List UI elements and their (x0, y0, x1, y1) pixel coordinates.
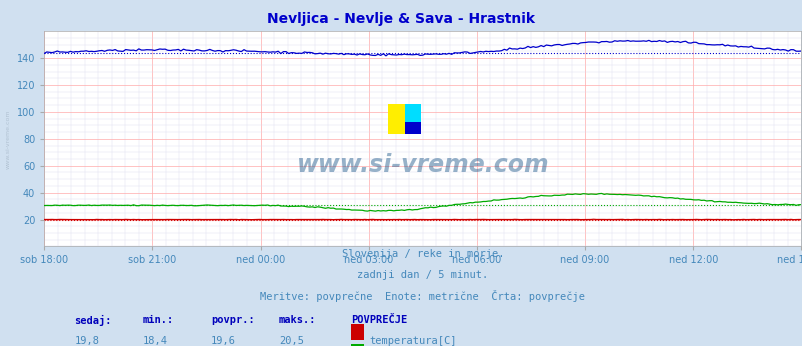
Bar (404, 122, 421, 135)
Text: temperatura[C]: temperatura[C] (369, 336, 456, 346)
Text: min.:: min.: (143, 315, 174, 325)
Text: 20,5: 20,5 (278, 336, 303, 346)
Text: zadnji dan / 5 minut.: zadnji dan / 5 minut. (357, 270, 488, 280)
Bar (350, 324, 364, 340)
Text: www.si-vreme.com: www.si-vreme.com (6, 109, 10, 169)
Text: sedaj:: sedaj: (75, 315, 111, 326)
Bar (404, 104, 421, 122)
Text: Slovenija / reke in morje.: Slovenija / reke in morje. (341, 249, 504, 260)
Text: POVPREČJE: POVPREČJE (350, 315, 407, 325)
Bar (350, 344, 364, 346)
Text: 19,6: 19,6 (210, 336, 236, 346)
Bar (387, 104, 404, 135)
Text: Meritve: povprečne  Enote: metrične  Črta: povprečje: Meritve: povprečne Enote: metrične Črta:… (260, 290, 585, 302)
Text: povpr.:: povpr.: (210, 315, 254, 325)
Text: www.si-vreme.com: www.si-vreme.com (296, 153, 549, 176)
Text: 19,8: 19,8 (75, 336, 99, 346)
Text: maks.:: maks.: (278, 315, 316, 325)
Text: 18,4: 18,4 (143, 336, 168, 346)
Text: Nevljica - Nevlje & Sava - Hrastnik: Nevljica - Nevlje & Sava - Hrastnik (267, 12, 535, 26)
